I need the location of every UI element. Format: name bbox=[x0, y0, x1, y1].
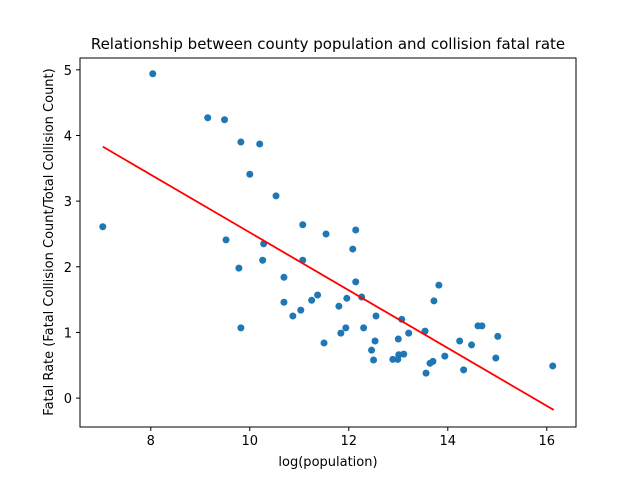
data-point bbox=[99, 223, 107, 231]
x-tick-label: 14 bbox=[440, 434, 457, 449]
data-point bbox=[405, 329, 413, 337]
data-point bbox=[149, 70, 157, 78]
data-point bbox=[352, 278, 360, 286]
data-point bbox=[435, 281, 443, 289]
x-tick-label: 12 bbox=[341, 434, 358, 449]
data-point bbox=[308, 296, 316, 304]
data-point bbox=[342, 324, 350, 332]
data-point bbox=[371, 337, 379, 345]
y-axis-label: Fatal Rate (Fatal Collision Count/Total … bbox=[42, 68, 57, 415]
data-point bbox=[280, 298, 288, 306]
data-point bbox=[349, 245, 357, 253]
regression-line bbox=[102, 145, 555, 411]
data-point bbox=[394, 355, 402, 363]
y-tick-label: 3 bbox=[64, 195, 72, 210]
data-point bbox=[204, 114, 212, 122]
y-tick-label: 5 bbox=[64, 64, 72, 79]
data-point bbox=[478, 322, 486, 330]
x-tick-label: 10 bbox=[242, 434, 259, 449]
data-point bbox=[549, 362, 557, 370]
data-point bbox=[368, 346, 376, 354]
data-point bbox=[259, 256, 267, 264]
x-axis-label: log(population) bbox=[278, 455, 377, 470]
data-point bbox=[237, 324, 245, 332]
data-point bbox=[314, 291, 322, 299]
data-point bbox=[468, 341, 476, 349]
data-point bbox=[337, 329, 345, 337]
data-point bbox=[429, 357, 437, 365]
x-tick-label: 8 bbox=[147, 434, 155, 449]
data-point bbox=[456, 337, 464, 345]
data-point bbox=[289, 312, 297, 320]
data-point bbox=[320, 339, 328, 347]
data-point bbox=[272, 192, 280, 200]
y-tick-label: 1 bbox=[64, 326, 72, 341]
data-point bbox=[335, 302, 343, 310]
data-point bbox=[372, 312, 380, 320]
data-point bbox=[422, 369, 430, 377]
data-point bbox=[322, 230, 330, 238]
data-point bbox=[246, 170, 254, 178]
data-point bbox=[221, 116, 229, 124]
data-point bbox=[237, 138, 245, 146]
x-tick-label: 16 bbox=[539, 434, 556, 449]
data-point bbox=[389, 355, 397, 363]
data-point bbox=[360, 324, 368, 332]
data-point bbox=[430, 297, 438, 305]
data-point bbox=[343, 294, 351, 302]
axes-frame bbox=[79, 57, 577, 428]
y-tick-label: 2 bbox=[64, 261, 72, 276]
data-point bbox=[370, 356, 378, 364]
data-point bbox=[494, 332, 502, 340]
data-point bbox=[256, 140, 264, 148]
data-point bbox=[222, 236, 230, 244]
data-point bbox=[280, 273, 288, 281]
data-point bbox=[299, 221, 307, 229]
data-point bbox=[492, 354, 500, 362]
data-point bbox=[235, 264, 243, 272]
data-point bbox=[441, 352, 449, 360]
data-point bbox=[460, 366, 468, 374]
data-point bbox=[394, 335, 402, 343]
chart-title: Relationship between county population a… bbox=[91, 35, 565, 53]
data-point bbox=[400, 350, 408, 358]
data-marks bbox=[99, 70, 557, 411]
y-tick-label: 0 bbox=[64, 392, 72, 407]
data-point bbox=[297, 306, 305, 314]
y-tick-label: 4 bbox=[64, 129, 72, 144]
data-point bbox=[352, 226, 360, 234]
